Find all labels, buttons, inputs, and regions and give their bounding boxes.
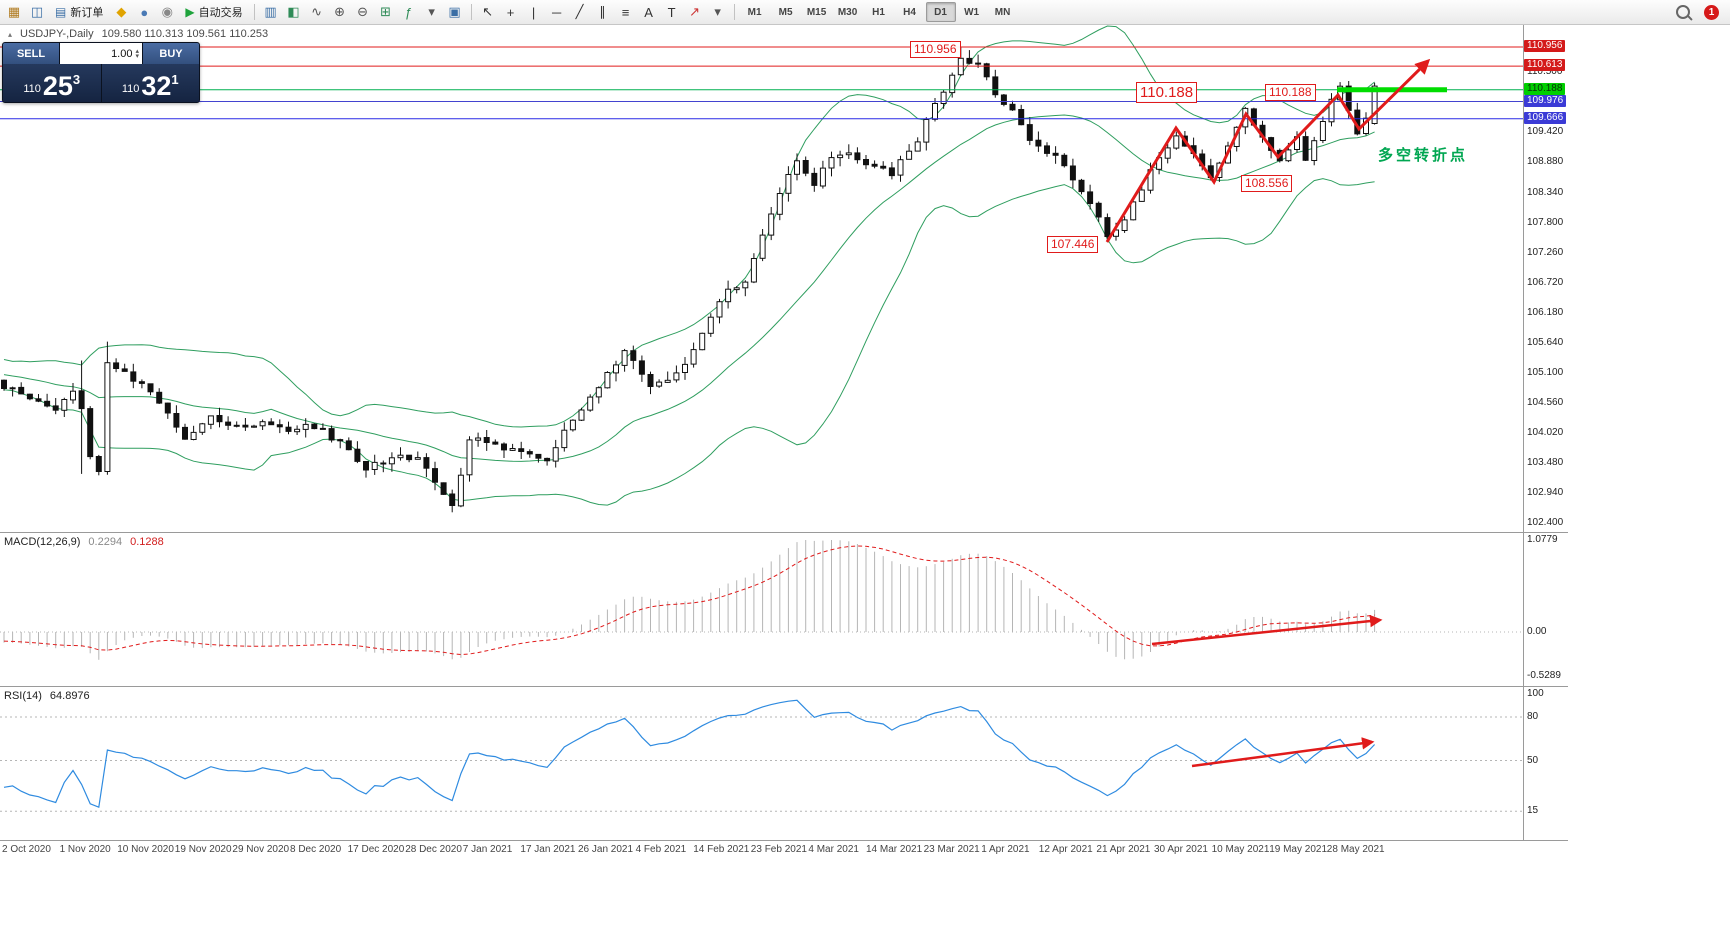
- horizontal-line-icon[interactable]: ─: [551, 4, 562, 20]
- macd-name: MACD(12,26,9): [4, 536, 81, 548]
- text-label-icon[interactable]: T: [667, 4, 676, 20]
- timeframe-m5[interactable]: M5: [778, 6, 793, 18]
- toolbar-right-group: 1: [1672, 2, 1727, 22]
- text-icon[interactable]: A: [644, 4, 653, 20]
- bollinger-bands: [3, 25, 1375, 506]
- indicators-icon[interactable]: ƒ: [404, 4, 413, 20]
- new-order-icon: ▤: [55, 5, 67, 19]
- buy-price-main: 32: [141, 71, 172, 101]
- timeframe-m1[interactable]: M1: [747, 6, 762, 18]
- fibonacci-icon[interactable]: ≡: [621, 4, 630, 20]
- timeframe-d1[interactable]: D1: [925, 2, 956, 22]
- timeframe-mn[interactable]: MN: [994, 6, 1011, 18]
- toolbar-separator: [253, 4, 255, 20]
- periods-dropdown-icon[interactable]: ▾: [428, 4, 435, 19]
- trade-panel-divider: [100, 64, 102, 102]
- volume-value: 1.00: [111, 47, 133, 60]
- sell-price-pip: 3: [72, 72, 81, 87]
- toolbar-main-group: ▦ ◫ ▤ 新订单 ◆ ● ◉ ▶ 自动交易 ▥ ◧ ∿ ⊕ ⊖ ⊞ ƒ ▾ ▣ ↖ + | ─ ╱ ∥ ≡ A T ↗ ▾ M1 M5 M1…: [3, 2, 1672, 22]
- profiles-icon[interactable]: ◫: [30, 4, 44, 19]
- macd-signal-value: 0.1288: [130, 536, 164, 548]
- buy-button[interactable]: BUY: [143, 43, 199, 64]
- timeframe-m15[interactable]: M15: [806, 6, 827, 18]
- trade-panel-header: SELL 1.00 ▴ ▾ BUY: [3, 43, 199, 64]
- symbol-period-label: USDJPY-,Daily: [20, 28, 94, 40]
- autotrading-button[interactable]: ▶ 自动交易: [179, 2, 248, 22]
- rsi-value: 64.8976: [49, 690, 90, 702]
- macd-label: MACD(12,26,9) 0.2294 0.1288: [4, 536, 164, 548]
- ohlc-values: 109.580 110.313 109.561 110.253: [101, 28, 269, 40]
- one-click-trading-panel: SELL 1.00 ▴ ▾ BUY 110 25 3 110 32 1: [2, 42, 200, 103]
- macd-trend-arrow[interactable]: [1151, 614, 1383, 646]
- metaeditor-icon[interactable]: ◆: [116, 4, 127, 19]
- buy-price-prefix: 110: [121, 83, 140, 95]
- template-icon[interactable]: ▣: [448, 4, 461, 19]
- vertical-line-icon[interactable]: |: [531, 4, 536, 20]
- toolbar-separator: [470, 4, 472, 20]
- arrows-icon[interactable]: ↗: [689, 4, 701, 19]
- rsi-name: RSI(14): [4, 690, 42, 702]
- toolbar-separator: [733, 4, 735, 20]
- zoom-out-icon[interactable]: ⊖: [357, 4, 369, 19]
- channel-icon[interactable]: ∥: [599, 4, 606, 19]
- magnifier-glass-icon: [1676, 5, 1690, 19]
- timeframe-h1[interactable]: H1: [872, 6, 885, 18]
- volume-spinner: ▴ ▾: [135, 47, 139, 60]
- market-icon[interactable]: ●: [140, 4, 149, 20]
- toolbar: ▦ ◫ ▤ 新订单 ◆ ● ◉ ▶ 自动交易 ▥ ◧ ∿ ⊕ ⊖ ⊞ ƒ ▾ ▣ ↖ + | ─ ╱ ∥ ≡ A T ↗ ▾ M1 M5 M1…: [0, 0, 1730, 25]
- cursor-icon[interactable]: ↖: [482, 4, 494, 19]
- rsi-trend-arrow[interactable]: [1191, 737, 1375, 768]
- community-icon[interactable]: ◉: [161, 4, 174, 19]
- trendline-icon[interactable]: ╱: [575, 4, 584, 19]
- volume-down-icon[interactable]: ▾: [135, 52, 139, 60]
- sell-button[interactable]: SELL: [3, 43, 59, 64]
- volume-input[interactable]: 1.00 ▴ ▾: [59, 43, 143, 64]
- timeframe-m30[interactable]: M30: [837, 6, 858, 18]
- trend-zigzag-arrow[interactable]: [1105, 58, 1431, 243]
- collapse-icon[interactable]: ▴: [8, 29, 13, 39]
- notification-badge[interactable]: 1: [1704, 4, 1719, 20]
- macd-value: 0.2294: [88, 536, 123, 548]
- bar-chart-icon[interactable]: ▥: [264, 4, 277, 19]
- trade-panel-prices: 110 25 3 110 32 1: [3, 64, 199, 102]
- macd-histogram: [3, 540, 1376, 660]
- rsi-line: [3, 699, 1376, 809]
- zoom-in-icon[interactable]: ⊕: [334, 4, 346, 19]
- autotrading-icon: ▶: [185, 5, 195, 19]
- search-icon[interactable]: [1672, 2, 1694, 22]
- sell-price-prefix: 110: [23, 83, 41, 95]
- candlestick-chart-icon[interactable]: ◧: [287, 4, 300, 19]
- new-order-button[interactable]: ▤ 新订单: [49, 2, 109, 22]
- timeframe-w1[interactable]: W1: [964, 6, 980, 18]
- new-order-button-label: 新订单: [70, 7, 104, 19]
- timeframe-h4[interactable]: H4: [903, 6, 916, 18]
- chart-title: ▴ USDJPY-,Daily 109.580 110.313 109.561 …: [8, 28, 268, 40]
- macd-signal-line: [3, 545, 1375, 656]
- sell-price-main: 25: [42, 71, 73, 101]
- autotrading-button-label: 自动交易: [198, 7, 243, 19]
- volume-up-icon[interactable]: ▴: [135, 47, 139, 55]
- buy-price[interactable]: 110 32 1: [102, 64, 200, 102]
- sell-price[interactable]: 110 25 3: [3, 64, 101, 102]
- crosshair-icon[interactable]: +: [506, 4, 515, 20]
- tile-windows-icon[interactable]: ⊞: [380, 4, 392, 19]
- shapes-dropdown-icon[interactable]: ▾: [714, 4, 721, 19]
- buy-price-pip: 1: [171, 72, 179, 87]
- line-chart-icon[interactable]: ∿: [311, 4, 323, 19]
- candles: [1, 47, 1378, 513]
- new-chart-icon[interactable]: ▦: [7, 4, 21, 19]
- rsi-label: RSI(14) 64.8976: [4, 690, 90, 702]
